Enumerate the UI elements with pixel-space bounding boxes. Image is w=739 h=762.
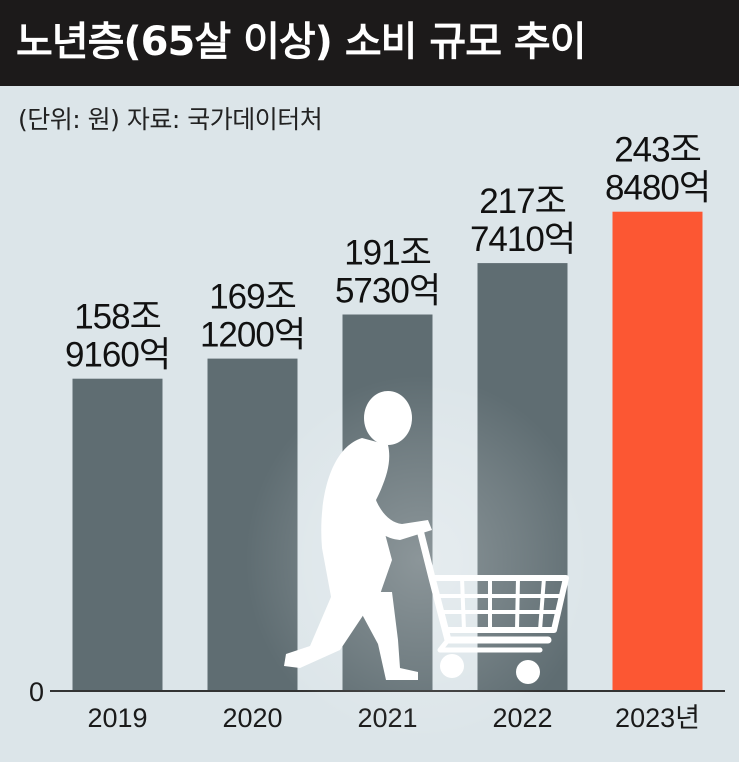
bar-value-label-3-0: 217조 — [479, 182, 566, 221]
bar-value-label-4-0: 243조 — [614, 131, 701, 170]
title-bar: 노년층(65살 이상) 소비 규모 추이 — [0, 0, 739, 86]
bar-value-label-2-1: 5730억 — [335, 272, 440, 311]
bar-value-label-1-0: 169조 — [209, 278, 296, 317]
bar-value-label-2-0: 191조 — [344, 234, 431, 273]
bar-4 — [612, 211, 703, 691]
x-tick-label-1: 2020 — [222, 703, 282, 733]
chart-subtitle: (단위: 원) 자료: 국가데이터처 — [18, 105, 323, 134]
y-tick-label-zero: 0 — [29, 677, 44, 707]
bar-value-label-0-1: 9160억 — [65, 336, 170, 375]
elderly-person-with-shopping-cart-icon — [245, 375, 595, 745]
bar-value-label-1-1: 1200억 — [200, 316, 305, 355]
x-tick-label-0: 2019 — [87, 703, 147, 733]
bar-value-label-0-0: 158조 — [74, 298, 161, 337]
bar-0 — [72, 378, 163, 691]
x-tick-label-4: 2023년 — [615, 703, 700, 733]
bar-value-label-3-1: 7410억 — [470, 220, 575, 259]
chart-title: 노년층(65살 이상) 소비 규모 추이 — [16, 19, 587, 65]
bar-value-label-4-1: 8480억 — [605, 169, 710, 208]
